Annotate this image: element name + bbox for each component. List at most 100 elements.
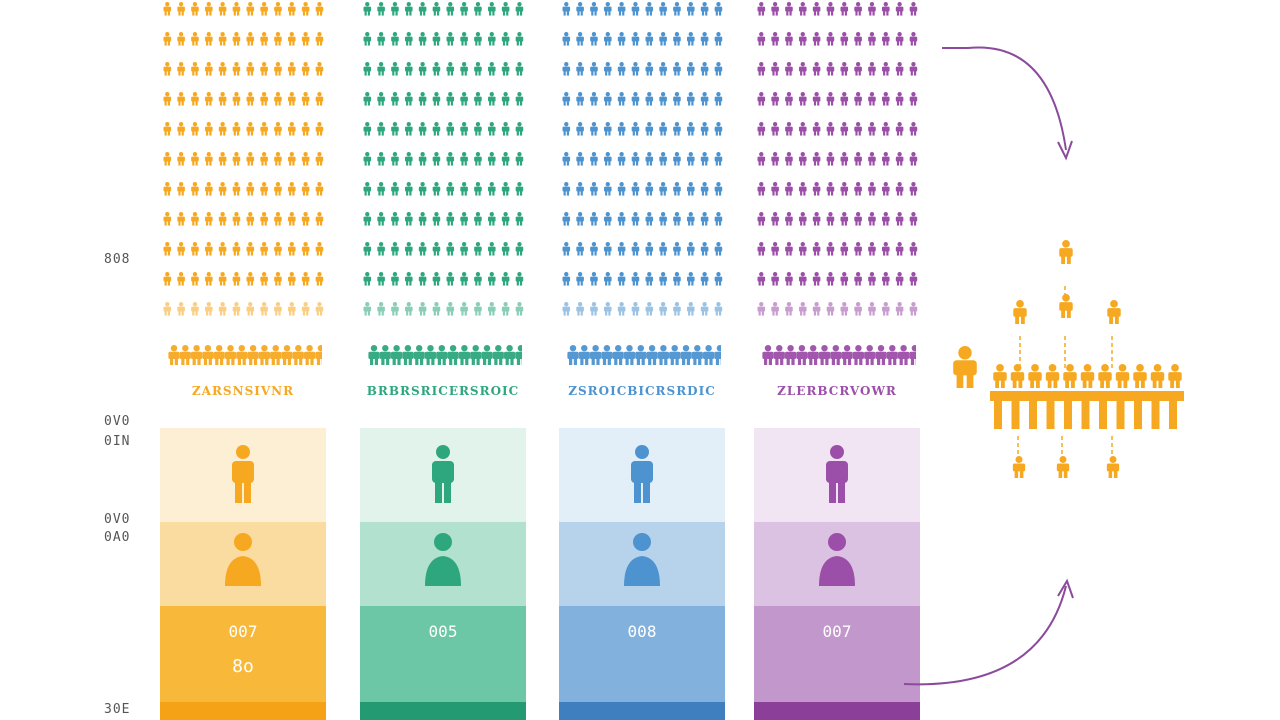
person-icon — [218, 212, 227, 226]
person-icon — [315, 302, 324, 316]
person-icon — [578, 345, 590, 365]
panel-orange-1 — [160, 428, 326, 522]
person-icon — [895, 1, 904, 16]
person-icon — [363, 242, 372, 256]
person-icon — [562, 62, 571, 76]
person-icon — [659, 182, 667, 196]
person-icon — [673, 302, 681, 316]
value-purple: 007 — [822, 622, 852, 641]
person-icon — [204, 182, 213, 196]
panel-green-2 — [360, 522, 526, 606]
person-icon — [631, 182, 640, 196]
person-icon — [1028, 364, 1042, 388]
person-icon — [474, 1, 482, 16]
person-icon — [213, 345, 225, 365]
person-icon — [562, 92, 571, 106]
person-icon — [562, 152, 571, 166]
person-icon — [909, 345, 916, 365]
person-icon — [260, 182, 268, 196]
person-icon — [645, 272, 654, 286]
person-icon — [163, 1, 172, 16]
person-icon — [673, 62, 681, 76]
column-title-blue: ZSROICBICRSRDIC — [568, 384, 716, 398]
person-icon — [274, 212, 282, 226]
person-icon — [631, 272, 640, 286]
person-icon — [686, 242, 695, 256]
people-strip-blue — [567, 345, 721, 365]
person-icon — [868, 302, 876, 316]
person-icon — [590, 92, 598, 106]
person-icon — [840, 182, 849, 196]
person-icon — [603, 272, 612, 286]
person-icon — [474, 302, 482, 316]
person-icon — [673, 32, 681, 46]
person-icon — [363, 122, 372, 136]
person-icon — [812, 242, 821, 256]
person-icon — [590, 122, 598, 136]
panel-orange-base — [160, 702, 326, 720]
person-icon — [315, 92, 324, 106]
person-icon — [840, 62, 849, 76]
person-icon — [612, 345, 624, 365]
person-icon — [218, 182, 227, 196]
person-icon — [404, 242, 413, 256]
person-icon — [686, 182, 695, 196]
person-icon — [377, 152, 385, 166]
column-green: BRBRSRICERSROIC 005 — [360, 0, 526, 720]
person-icon — [487, 212, 496, 226]
person-icon — [854, 302, 862, 316]
person-icon — [757, 1, 766, 16]
person-icon — [260, 32, 268, 46]
person-icon — [246, 32, 255, 46]
person-icon — [218, 122, 227, 136]
person-icon — [274, 242, 282, 256]
axis-label-5: 0A0 — [104, 530, 131, 545]
person-icon — [474, 182, 482, 196]
person-icon — [714, 62, 723, 76]
person-icon — [204, 242, 213, 256]
person-icon — [424, 345, 437, 365]
person-icon — [391, 212, 399, 226]
person-icon — [470, 345, 482, 365]
person-icon — [895, 62, 904, 76]
person-icon — [645, 152, 654, 166]
person-icon — [515, 32, 524, 46]
person-icon — [895, 182, 904, 196]
person-icon — [246, 122, 255, 136]
person-icon — [315, 122, 324, 136]
person-icon — [418, 32, 427, 46]
person-icon — [292, 345, 304, 365]
person-icon — [886, 345, 898, 365]
person-icon — [487, 242, 496, 256]
person-icon — [909, 152, 918, 166]
person-icon — [673, 242, 681, 256]
person-icon — [232, 445, 254, 503]
person-icon — [673, 92, 681, 106]
person-icon — [798, 302, 807, 316]
person-icon — [218, 302, 227, 316]
people-strip-green — [368, 345, 522, 365]
person-icon — [379, 345, 391, 365]
person-icon — [287, 62, 296, 76]
person-icon — [232, 32, 241, 46]
person-icon — [163, 152, 172, 166]
person-icon — [218, 242, 227, 256]
people-strip-purple — [762, 345, 916, 365]
person-icon — [840, 122, 849, 136]
person-icon — [432, 212, 441, 226]
panel-blue-3: 008 — [559, 606, 725, 702]
person-icon — [631, 152, 640, 166]
person-icon — [260, 62, 268, 76]
person-icon — [391, 302, 399, 316]
panel-purple-3: 007 — [754, 606, 920, 702]
curved-arrow-icon — [942, 46, 1073, 161]
person-icon — [363, 302, 372, 316]
person-icon — [590, 302, 598, 316]
person-icon — [391, 182, 399, 196]
person-icon — [204, 272, 213, 286]
person-icon — [762, 345, 774, 365]
person-icon — [260, 1, 268, 16]
person-icon — [377, 182, 385, 196]
panel-orange-2 — [160, 522, 326, 606]
